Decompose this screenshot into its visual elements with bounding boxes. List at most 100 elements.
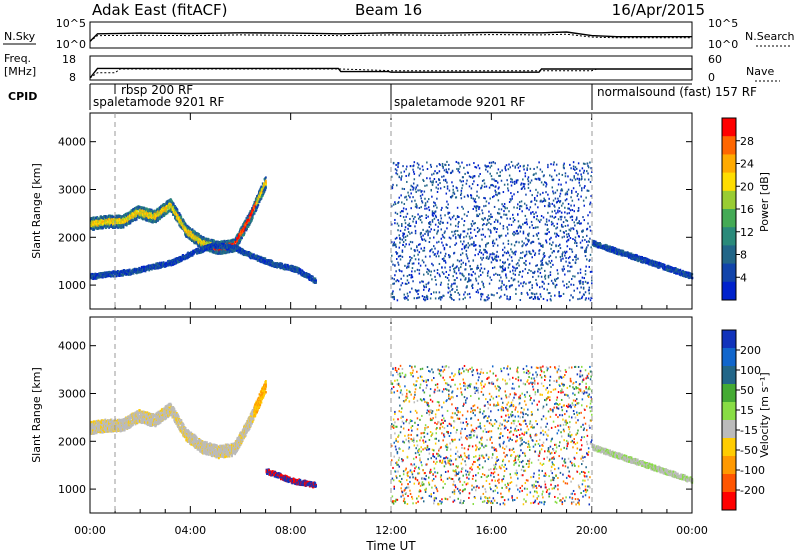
- data-cell: [400, 258, 402, 260]
- data-cell: [447, 185, 449, 187]
- data-cell: [405, 175, 407, 177]
- data-cell: [438, 255, 440, 257]
- data-cell: [422, 202, 424, 204]
- data-cell: [414, 200, 416, 202]
- data-cell: [423, 180, 425, 182]
- data-cell: [408, 266, 410, 268]
- data-cell: [405, 196, 407, 198]
- data-cell: [410, 248, 412, 250]
- data-cell: [246, 228, 248, 230]
- data-cell: [437, 230, 439, 232]
- data-cell: [454, 233, 456, 235]
- data-cell: [435, 224, 437, 226]
- data-cell: [441, 238, 443, 240]
- data-cell: [408, 174, 410, 176]
- data-cell: [422, 239, 424, 241]
- data-cell: [433, 291, 435, 293]
- data-cell: [458, 162, 460, 164]
- data-cell: [452, 288, 454, 290]
- data-cell: [438, 241, 440, 243]
- data-cell: [423, 289, 425, 291]
- data-cell: [431, 166, 433, 168]
- noise-panel-frame: [90, 22, 692, 48]
- data-cell: [405, 243, 407, 245]
- data-cell: [439, 263, 441, 265]
- data-cell: [129, 269, 131, 271]
- data-cell: [413, 182, 415, 184]
- data-cell: [400, 177, 402, 179]
- data-cell: [419, 243, 421, 245]
- data-cell: [407, 228, 409, 230]
- noise-line-1: [90, 34, 692, 41]
- data-cell: [398, 264, 400, 266]
- data-cell: [427, 273, 429, 275]
- data-cell: [449, 291, 451, 293]
- data-cell: [434, 170, 436, 172]
- data-cell: [265, 176, 267, 178]
- data-cell: [429, 241, 431, 243]
- data-cell: [436, 187, 438, 189]
- data-cell: [394, 298, 396, 300]
- data-cell: [397, 166, 399, 168]
- data-cell: [452, 171, 454, 173]
- data-cell: [419, 273, 421, 275]
- data-cell: [456, 187, 458, 189]
- freq-right-label: Nave: [746, 65, 774, 78]
- data-cell: [429, 255, 431, 257]
- data-cell: [414, 178, 416, 180]
- data-cell: [457, 292, 459, 294]
- data-cell: [424, 233, 426, 235]
- data-cell: [410, 192, 412, 194]
- data-cell: [462, 180, 464, 182]
- data-cell: [436, 255, 438, 257]
- data-cell: [439, 179, 441, 181]
- data-cell: [407, 213, 409, 215]
- data-cell: [434, 178, 436, 180]
- data-cell: [433, 237, 435, 239]
- data-cell: [454, 282, 456, 284]
- data-cell: [440, 221, 442, 223]
- data-cell: [394, 274, 396, 276]
- data-cell: [410, 241, 412, 243]
- data-cell: [434, 218, 436, 220]
- data-cell: [412, 241, 414, 243]
- data-cell: [411, 288, 413, 290]
- data-cell: [428, 282, 430, 284]
- data-cell: [409, 173, 411, 175]
- data-cell: [436, 165, 438, 167]
- data-cell: [464, 196, 466, 198]
- data-cell: [391, 255, 393, 257]
- data-cell: [425, 214, 427, 216]
- data-cell: [412, 276, 414, 278]
- data-cell: [463, 240, 465, 242]
- data-cell: [451, 294, 453, 296]
- data-cell: [457, 207, 459, 209]
- data-cell: [447, 292, 449, 294]
- data-cell: [397, 252, 399, 254]
- data-cell: [444, 267, 446, 269]
- data-cell: [394, 265, 396, 267]
- data-cell: [446, 271, 448, 273]
- data-cell: [455, 230, 457, 232]
- data-cell: [406, 181, 408, 183]
- data-cell: [414, 225, 416, 227]
- data-cell: [461, 181, 463, 183]
- data-cell: [437, 184, 439, 186]
- data-cell: [440, 214, 442, 216]
- data-cell: [399, 270, 401, 272]
- data-cell: [93, 216, 95, 218]
- data-cell: [434, 202, 436, 204]
- data-cell: [422, 229, 424, 231]
- data-cell: [425, 256, 427, 258]
- data-cell: [454, 271, 456, 273]
- data-cell: [461, 192, 463, 194]
- data-cell: [265, 186, 267, 188]
- data-cell: [461, 248, 463, 250]
- data-cell: [456, 161, 458, 163]
- data-cell: [429, 270, 431, 272]
- data-cell: [434, 248, 436, 250]
- data-cell: [443, 273, 445, 275]
- station-title: Adak East (fitACF): [92, 1, 227, 19]
- data-cell: [409, 223, 411, 225]
- data-cell: [429, 221, 431, 223]
